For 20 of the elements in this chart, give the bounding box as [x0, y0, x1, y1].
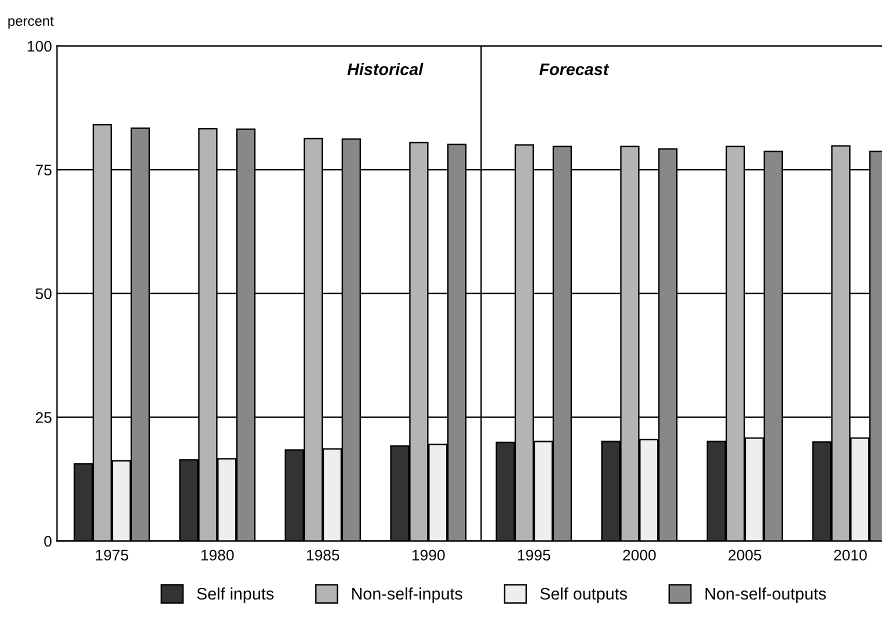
legend-label: Non-self-inputs: [352, 587, 462, 603]
y-axis-title: percent: [8, 16, 54, 29]
legend-label: Self outputs: [540, 587, 627, 603]
x-tick-label: 2000: [623, 550, 656, 561]
x-tick-label: 1995: [518, 550, 550, 561]
x-tick-label: 1980: [202, 550, 234, 561]
legend-label: Non-self-outputs: [706, 587, 826, 603]
annotation: Forecast: [539, 64, 610, 76]
y-tick-label: 25: [36, 412, 52, 423]
x-tick-label: 2010: [834, 550, 867, 561]
y-tick-label: 0: [44, 536, 52, 547]
annotation: Historical: [347, 62, 424, 76]
x-tick-label: 1990: [412, 550, 445, 561]
y-tick-label: 100: [28, 40, 52, 52]
x-tick-label: 2005: [728, 550, 762, 561]
y-tick-label: 50: [36, 288, 52, 300]
x-tick-label: 1985: [307, 550, 340, 561]
y-tick-label: 75: [36, 164, 52, 176]
legend-label: Self inputs: [197, 587, 274, 603]
x-tick-label: 1975: [96, 550, 128, 561]
